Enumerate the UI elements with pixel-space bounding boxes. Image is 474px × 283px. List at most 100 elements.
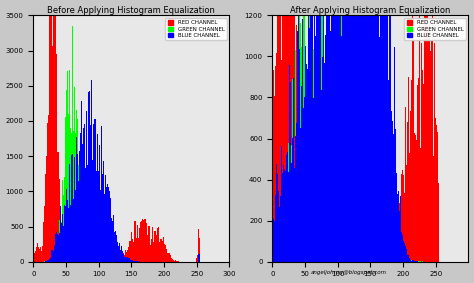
Bar	[170, 255, 171, 262]
Bar	[291, 0, 292, 262]
Bar	[294, 178, 295, 262]
Bar	[136, 261, 137, 262]
Bar	[390, 215, 391, 262]
Bar	[137, 261, 138, 262]
Bar	[35, 251, 36, 262]
Bar	[354, 0, 355, 262]
Bar	[410, 260, 411, 262]
Bar	[371, 72, 372, 262]
Bar	[103, 215, 104, 262]
Bar	[432, 0, 433, 262]
Bar	[71, 132, 72, 262]
Bar	[274, 200, 275, 262]
Bar	[327, 15, 328, 262]
Bar	[403, 175, 404, 262]
Bar	[128, 247, 129, 262]
Bar	[420, 261, 421, 262]
Bar	[142, 219, 143, 262]
Bar	[93, 221, 94, 262]
Bar	[37, 247, 38, 262]
Bar	[280, 229, 281, 262]
Bar	[402, 256, 403, 262]
Bar	[165, 245, 166, 262]
Bar	[168, 253, 169, 262]
Bar	[400, 196, 401, 262]
Bar	[308, 256, 309, 262]
Bar	[103, 160, 104, 262]
Bar	[129, 258, 130, 262]
Bar	[54, 0, 55, 262]
Bar	[147, 235, 148, 262]
Bar	[200, 256, 201, 262]
Bar	[80, 180, 81, 262]
Bar	[114, 231, 115, 262]
Bar	[324, 245, 325, 262]
Bar	[322, 57, 323, 262]
Bar	[408, 77, 409, 262]
Bar	[49, 13, 50, 262]
Bar	[108, 237, 109, 262]
Bar	[123, 252, 124, 262]
Bar	[367, 245, 368, 262]
Bar	[125, 257, 126, 262]
Bar	[73, 199, 74, 262]
Bar	[278, 0, 279, 262]
Bar	[342, 240, 343, 262]
Bar	[313, 256, 314, 262]
Bar	[344, 239, 345, 262]
Bar	[348, 23, 349, 262]
Bar	[338, 236, 339, 262]
Bar	[50, 259, 51, 262]
Bar	[89, 220, 90, 262]
Bar	[159, 243, 160, 262]
Bar	[389, 204, 390, 262]
Bar	[291, 163, 292, 262]
Bar	[411, 261, 412, 262]
Bar	[179, 261, 180, 262]
Bar	[351, 0, 352, 262]
Bar	[276, 155, 277, 262]
Bar	[357, 250, 358, 262]
Bar	[79, 151, 80, 262]
Bar	[55, 234, 56, 262]
Bar	[297, 73, 298, 262]
Bar	[368, 0, 369, 262]
Bar	[340, 0, 341, 262]
Bar	[328, 0, 329, 262]
Bar	[69, 164, 70, 262]
Bar	[366, 243, 367, 262]
Bar	[282, 29, 283, 262]
Bar	[425, 0, 426, 262]
Bar	[382, 8, 383, 262]
Bar	[298, 15, 299, 262]
Bar	[375, 0, 376, 262]
Bar	[88, 91, 89, 262]
Bar	[309, 28, 310, 262]
Bar	[346, 247, 347, 262]
Bar	[309, 0, 310, 262]
Bar	[66, 90, 67, 262]
Bar	[336, 0, 337, 262]
Bar	[342, 72, 343, 262]
Bar	[45, 261, 46, 262]
Bar	[360, 0, 361, 262]
Bar	[305, 46, 306, 262]
Bar	[365, 249, 366, 262]
Bar	[171, 258, 172, 262]
Bar	[97, 134, 98, 262]
Bar	[372, 119, 373, 262]
Bar	[385, 154, 386, 262]
Bar	[386, 256, 387, 262]
Bar	[46, 126, 47, 262]
Bar	[358, 87, 359, 262]
Bar	[312, 67, 313, 262]
Bar	[323, 0, 324, 262]
Bar	[314, 4, 315, 262]
Bar	[82, 150, 83, 262]
Bar	[64, 205, 65, 262]
Bar	[124, 256, 125, 262]
Bar	[120, 256, 121, 262]
Bar	[135, 261, 136, 262]
Bar	[359, 127, 360, 262]
Bar	[333, 71, 334, 262]
